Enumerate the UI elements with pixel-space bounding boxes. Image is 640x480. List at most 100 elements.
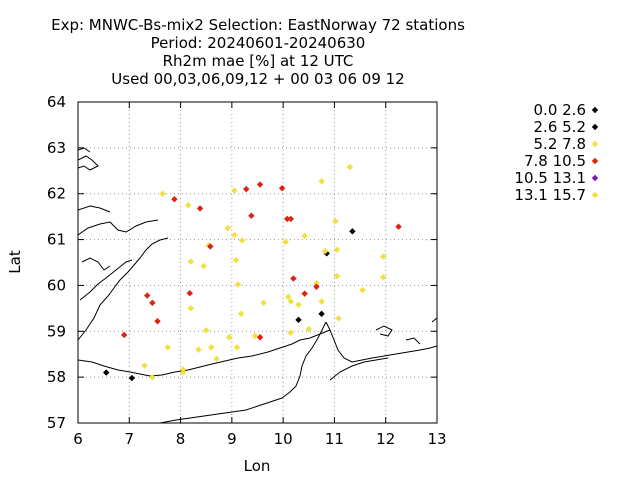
y-tick-label: 60 xyxy=(47,276,66,294)
data-point xyxy=(103,369,110,376)
data-point xyxy=(231,231,238,239)
data-point xyxy=(287,329,295,336)
chart-title-line-2: Period: 20240601-20240630 xyxy=(151,34,366,52)
data-point xyxy=(260,299,267,307)
data-point xyxy=(203,327,210,334)
data-point xyxy=(318,298,325,305)
data-point xyxy=(237,310,245,318)
data-point xyxy=(256,334,264,341)
data-point xyxy=(200,262,207,270)
data-point xyxy=(305,325,312,333)
x-axis-label: Lon xyxy=(244,457,271,475)
data-point xyxy=(256,181,264,188)
data-point xyxy=(128,374,136,382)
legend-label: 10.5 13.1 xyxy=(514,169,586,187)
data-points xyxy=(103,163,402,382)
data-point xyxy=(195,346,202,353)
data-point xyxy=(349,228,356,235)
chart-title-line-3: Rh2m mae [%] at 12 UTC xyxy=(163,52,354,70)
legend-marker xyxy=(591,157,599,165)
legend-label: 2.6 5.2 xyxy=(534,118,586,136)
legend-label: 0.0 2.6 xyxy=(534,101,586,119)
data-point xyxy=(234,281,242,288)
x-tick-label: 8 xyxy=(176,430,186,448)
data-point xyxy=(287,298,295,305)
data-point xyxy=(231,187,238,194)
x-tick-label: 11 xyxy=(325,430,344,448)
data-point xyxy=(251,332,259,340)
grid xyxy=(78,102,437,423)
y-tick-label: 64 xyxy=(47,93,66,111)
legend-marker xyxy=(591,191,599,199)
data-point xyxy=(213,355,220,362)
data-point xyxy=(333,273,341,280)
data-point xyxy=(224,224,231,232)
data-point xyxy=(179,369,187,376)
plot-frame xyxy=(77,101,438,424)
y-tick-label: 61 xyxy=(47,231,66,249)
data-point xyxy=(120,331,128,339)
data-point xyxy=(318,178,325,185)
data-point xyxy=(185,201,192,209)
data-point xyxy=(379,273,387,281)
data-point xyxy=(233,344,241,351)
data-point xyxy=(285,293,292,301)
data-point xyxy=(171,196,178,203)
x-tick-label: 9 xyxy=(227,430,237,448)
data-point xyxy=(248,212,255,219)
data-point xyxy=(186,290,194,297)
data-point xyxy=(333,246,341,253)
data-point xyxy=(287,215,295,223)
data-point xyxy=(187,258,195,265)
data-point xyxy=(284,215,291,223)
chart-title-line-1: Exp: MNWC-Bs-mix2 Selection: EastNorway … xyxy=(51,16,465,34)
data-point xyxy=(346,163,354,171)
data-point xyxy=(144,292,151,299)
x-tick-label: 10 xyxy=(274,430,293,448)
data-point xyxy=(318,310,325,318)
y-axis-label: Lat xyxy=(6,250,24,274)
x-tick-label: 6 xyxy=(73,430,83,448)
data-point xyxy=(226,334,233,341)
data-point xyxy=(208,344,215,351)
data-point xyxy=(141,362,148,369)
legend-marker xyxy=(591,106,599,114)
data-point xyxy=(321,247,329,255)
y-tick-label: 63 xyxy=(47,139,66,157)
data-point xyxy=(149,299,156,307)
data-point xyxy=(301,290,308,297)
legend-label: 13.1 15.7 xyxy=(514,186,586,204)
data-point xyxy=(164,344,171,351)
y-tick-label: 57 xyxy=(47,414,66,432)
legend-marker xyxy=(591,174,599,182)
data-point xyxy=(359,286,366,294)
data-point xyxy=(278,185,286,192)
axis-ticks: 6 7 8 9 10 11 12 13 57 58 59 60 61 62 63 64 xyxy=(47,93,447,448)
y-tick-label: 59 xyxy=(47,322,66,340)
data-point xyxy=(196,205,204,212)
legend-marker xyxy=(591,140,599,148)
data-point xyxy=(179,366,187,373)
data-point xyxy=(154,317,161,325)
data-point xyxy=(295,301,302,308)
data-point xyxy=(295,316,302,324)
data-point xyxy=(282,238,289,246)
y-tick-label: 62 xyxy=(47,185,66,203)
x-tick-label: 12 xyxy=(376,430,395,448)
data-point xyxy=(207,243,214,250)
data-point xyxy=(159,190,166,197)
x-tick-label: 13 xyxy=(427,430,446,448)
data-point xyxy=(335,315,342,322)
data-point xyxy=(187,305,195,312)
coastline-map xyxy=(78,147,437,423)
data-point xyxy=(149,373,156,381)
data-point xyxy=(379,253,387,260)
data-point xyxy=(232,257,240,264)
data-point xyxy=(332,218,339,225)
data-point xyxy=(313,279,320,287)
data-point xyxy=(290,275,297,282)
chart-title-line-4: Used 00,03,06,09,12 + 00 03 06 09 12 xyxy=(111,70,404,88)
legend-label: 5.2 7.8 xyxy=(534,135,586,153)
data-point xyxy=(313,283,320,291)
